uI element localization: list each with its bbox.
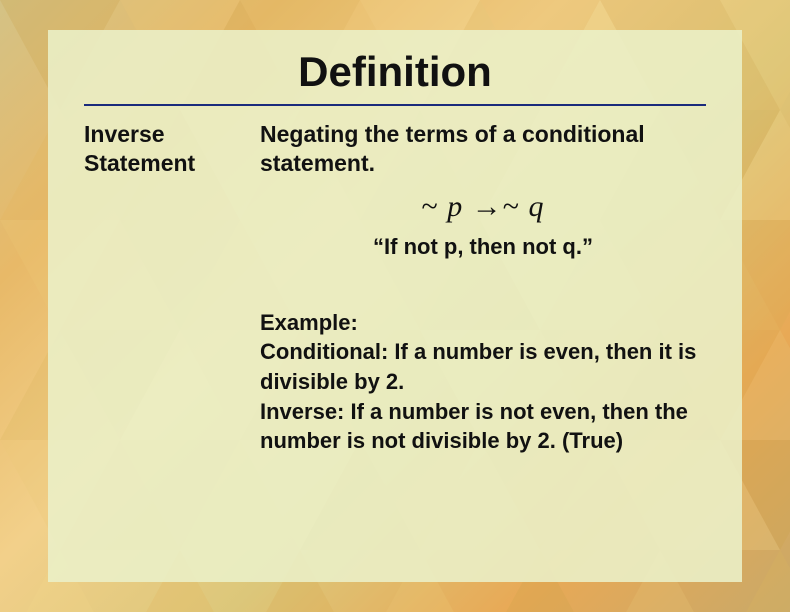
term-column: Inverse Statement [84, 120, 242, 456]
variable-p: p [447, 190, 463, 223]
definition-card: Definition Inverse Statement Negating th… [48, 30, 742, 582]
term-text: Inverse Statement [84, 120, 242, 178]
term-line-2: Statement [84, 150, 195, 176]
variable-q: q [528, 190, 544, 223]
title-rule [84, 104, 706, 106]
example-label: Example: [260, 308, 706, 338]
logic-formula: ~ p →~ q [260, 190, 706, 224]
definition-text: Negating the terms of a conditional stat… [260, 120, 706, 178]
content-row: Inverse Statement Negating the terms of … [84, 120, 706, 456]
body-column: Negating the terms of a conditional stat… [260, 120, 706, 456]
formula-reading: “If not p, then not q.” [260, 234, 706, 260]
negation-2: ~ [503, 190, 520, 223]
arrow-symbol: → [472, 190, 503, 223]
example-block: Example: Conditional: If a number is eve… [260, 308, 706, 456]
negation-1: ~ [422, 190, 439, 223]
card-title: Definition [84, 48, 706, 104]
term-line-1: Inverse [84, 121, 165, 147]
example-inverse: Inverse: If a number is not even, then t… [260, 397, 706, 456]
example-conditional: Conditional: If a number is even, then i… [260, 337, 706, 396]
